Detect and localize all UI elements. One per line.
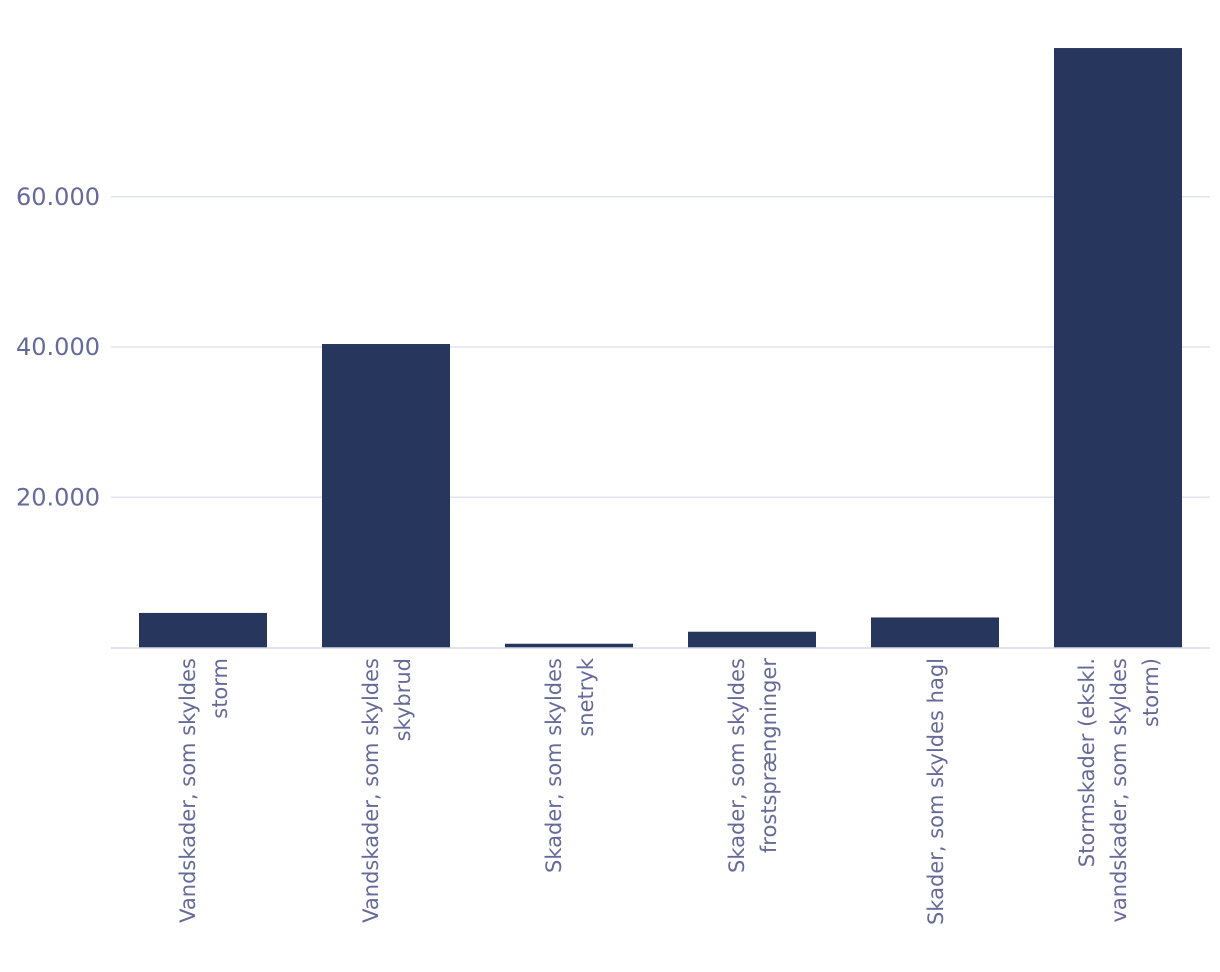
bars: [139, 48, 1182, 648]
x-category-label-line: Skader, som skyldes hagl: [924, 658, 948, 925]
x-category-label-line: vandskader, som skyldes: [1107, 658, 1131, 923]
x-category-label-line: frostsprængninger: [757, 658, 781, 853]
x-category-label: Skader, som skyldes snetryk: [542, 657, 598, 873]
x-category-label: Vandskader, som skyldes storm: [176, 658, 232, 923]
bar: [688, 631, 816, 648]
x-category-label: Skader, som skyldes frostsprængninger: [725, 658, 781, 873]
bar: [139, 612, 267, 648]
x-axis-category-labels: Vandskader, som skyldes storm Vandskader, …: [176, 657, 1163, 925]
x-category-label-line: Vandskader, som skyldes: [359, 658, 383, 923]
y-axis-tick-labels: 20.000 40.000 60.000: [16, 183, 100, 511]
bar: [871, 617, 999, 648]
y-tick-label: 60.000: [16, 183, 100, 211]
x-category-label-line: Skader, som skyldes: [725, 658, 749, 873]
x-category-label: Vandskader, som skyldes skybrud: [359, 658, 415, 923]
bar: [505, 643, 633, 648]
bar: [1054, 48, 1182, 648]
x-category-label-line: storm: [208, 658, 232, 719]
y-tick-label: 40.000: [16, 333, 100, 361]
x-category-label-line: Vandskader, som skyldes: [176, 658, 200, 923]
y-tick-label: 20.000: [16, 483, 100, 511]
gridlines: [111, 196, 1210, 499]
x-category-label-line: skybrud: [391, 658, 415, 741]
x-category-label-line: snetryk: [574, 657, 598, 736]
x-category-label-line: Skader, som skyldes: [542, 658, 566, 873]
x-category-label-line: Stormskader (ekskl.: [1075, 658, 1099, 867]
x-category-label: Skader, som skyldes hagl: [924, 658, 948, 925]
bar: [322, 344, 450, 648]
x-category-label-line: storm): [1139, 658, 1163, 727]
x-category-label: Stormskader (ekskl. vandskader, som skyld…: [1075, 658, 1163, 923]
